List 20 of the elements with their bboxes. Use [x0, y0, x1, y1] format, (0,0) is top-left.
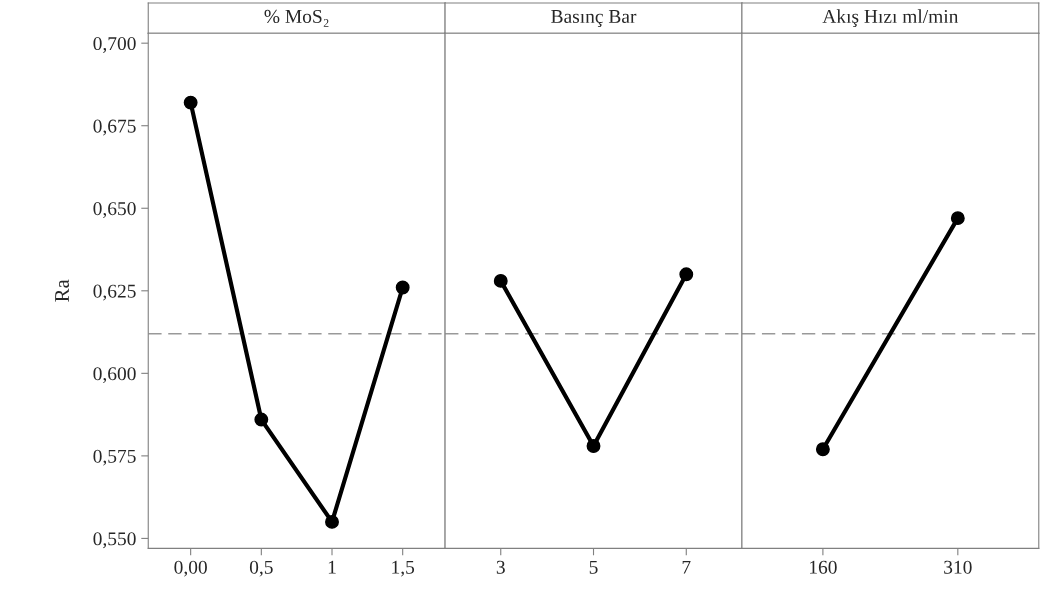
chart-title: Akış Hızı ml/min [822, 9, 959, 27]
x-tick-label: 5 [589, 560, 598, 574]
y-tick-label: 0,700 [93, 37, 136, 53]
x-tick-label: 1 [328, 560, 336, 574]
y-tick-label: 0,600 [93, 367, 136, 384]
chart-title: Basınç Bar [551, 10, 637, 27]
x-tick-label: 310 [944, 560, 972, 574]
y-tick-label: 0,550 [93, 532, 136, 549]
chart-title: % MoS₂ [264, 9, 329, 27]
y-tick-label: 0,675 [93, 119, 136, 136]
x-tick-label: 1,5 [392, 560, 415, 577]
y-tick-label: 0,625 [93, 284, 136, 301]
x-tick-label: 160 [810, 560, 837, 574]
x-tick-label: 0,5 [249, 560, 273, 577]
y-axis-title: Ra [55, 279, 70, 302]
x-tick-label: 0,00 [174, 560, 207, 577]
y-tick-label: 0,575 [93, 449, 136, 466]
x-tick-label: 3 [496, 560, 505, 574]
x-tick-label: 7 [682, 560, 691, 574]
y-tick-label: 0,650 [93, 202, 136, 218]
